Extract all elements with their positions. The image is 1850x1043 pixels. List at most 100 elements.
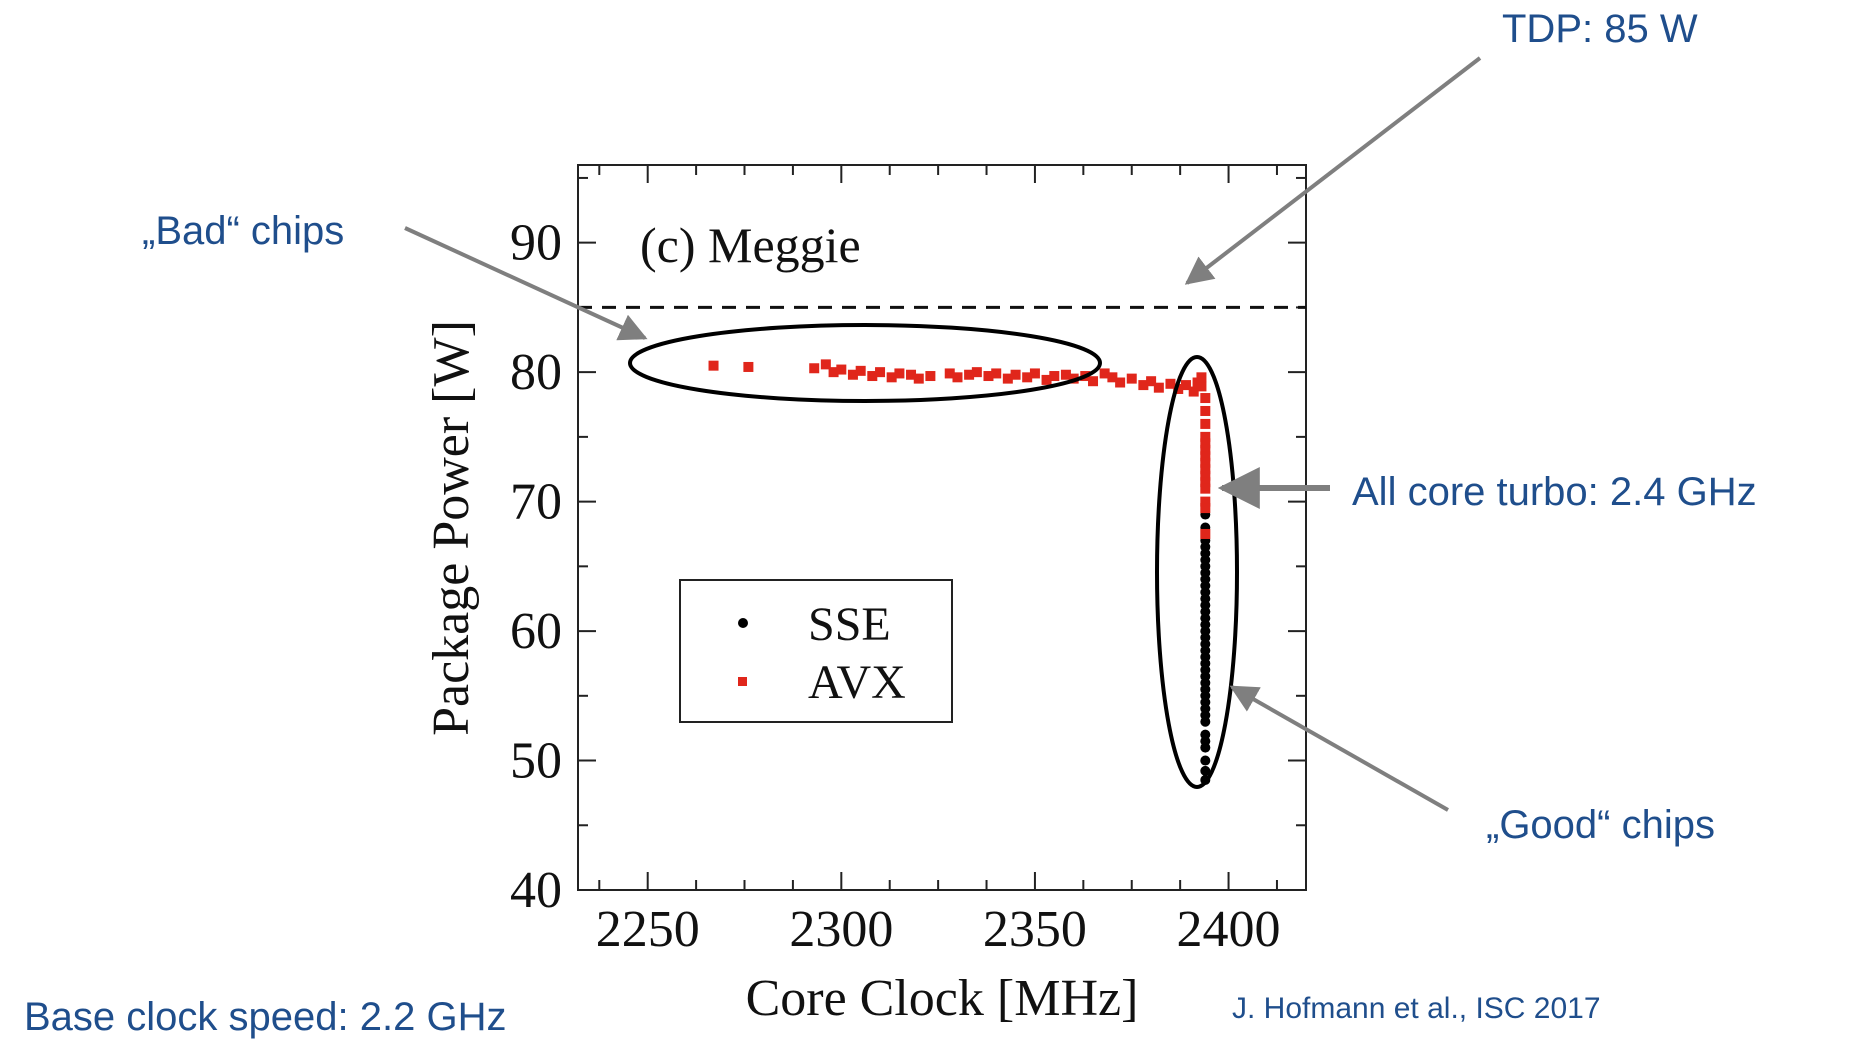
data-points <box>708 359 1211 785</box>
avx-point <box>952 372 963 383</box>
avx-point <box>1196 381 1207 392</box>
plot-frame <box>577 164 1307 891</box>
avx-point <box>1200 470 1211 481</box>
avx-point <box>1115 377 1126 388</box>
chart-title: (c) Meggie <box>640 217 861 273</box>
avx-point <box>1010 369 1021 380</box>
x-tick-labels: 2250 2300 2350 2400 <box>596 901 1281 958</box>
legend-label-sse: SSE <box>808 598 891 651</box>
bad-chips-annotation: „Bad“ chips <box>142 209 344 253</box>
avx-point <box>1200 444 1211 455</box>
y-axis-label: Package Power [W] <box>423 320 480 736</box>
avx-point <box>944 368 955 379</box>
avx-point <box>1200 438 1211 449</box>
avx-point <box>1107 372 1118 383</box>
base-clock-annotation: Base clock speed: 2.2 GHz <box>24 995 506 1039</box>
avx-point <box>1200 451 1211 462</box>
avx-point <box>1165 378 1176 389</box>
avx-point <box>1088 376 1099 387</box>
avx-point <box>1200 418 1211 429</box>
avx-point <box>1060 369 1071 380</box>
avx-point <box>1200 431 1211 442</box>
avx-point <box>1146 376 1157 387</box>
annotations: TDP: 85 W „Bad“ chips All core turbo: 2.… <box>24 7 1757 1039</box>
avx-point <box>1200 496 1211 507</box>
chart: 2250 2300 2350 2400 40 50 60 70 80 90 (c) Meggie… <box>423 164 1307 1027</box>
x-tick-label: 2300 <box>789 901 893 958</box>
series-avx <box>708 359 1211 539</box>
bad-chips-ellipse <box>628 323 1102 403</box>
avx-point <box>1200 483 1211 494</box>
avx-point <box>828 367 839 378</box>
avx-point <box>1200 405 1211 416</box>
avx-point <box>1173 383 1184 394</box>
avx-point <box>1200 464 1211 475</box>
citation: J. Hofmann et al., ISC 2017 <box>1232 992 1601 1025</box>
x-tick-label: 2350 <box>983 901 1087 958</box>
avx-point <box>983 371 994 382</box>
avx-point <box>875 367 886 378</box>
y-tick-label: 70 <box>510 474 562 531</box>
sse-point <box>1200 765 1211 776</box>
avx-point <box>1188 386 1199 397</box>
avx-point <box>894 368 905 379</box>
avx-point <box>906 369 917 380</box>
avx-point <box>1180 380 1191 391</box>
avx-point <box>820 359 831 370</box>
y-tick-label: 40 <box>510 862 562 919</box>
avx-point <box>836 364 847 375</box>
avx-point <box>971 367 982 378</box>
avx-point <box>708 360 719 371</box>
avx-point <box>743 361 754 372</box>
good-chips-ellipse <box>1155 355 1239 789</box>
axis-ticks <box>578 165 1306 891</box>
avx-point <box>1138 380 1149 391</box>
legend-label-avx: AVX <box>808 656 906 709</box>
series-sse <box>1200 509 1211 785</box>
legend-marker-sse <box>738 618 748 628</box>
tdp-arrow <box>1184 56 1482 285</box>
avx-point <box>1099 368 1110 379</box>
all-core-turbo-annotation: All core turbo: 2.4 GHz <box>1352 470 1757 514</box>
avx-point <box>991 368 1002 379</box>
bad-chips-arrow <box>404 226 648 341</box>
avx-point <box>809 363 820 374</box>
avx-point <box>1200 503 1211 514</box>
avx-point <box>855 365 866 376</box>
x-tick-label: 2400 <box>1177 901 1281 958</box>
avx-point <box>886 372 897 383</box>
avx-point <box>925 371 936 382</box>
avx-point <box>1200 393 1211 404</box>
sse-point <box>1200 755 1211 766</box>
avx-point <box>1126 373 1137 384</box>
avx-point <box>1200 457 1211 468</box>
avx-point <box>1049 371 1060 382</box>
tdp-annotation: TDP: 85 W <box>1502 7 1698 51</box>
annotation-arrows <box>404 56 1482 812</box>
legend: SSE AVX <box>679 579 953 723</box>
avx-point <box>1153 382 1164 393</box>
avx-point <box>1200 528 1211 539</box>
avx-point <box>1029 368 1040 379</box>
sse-point <box>1200 729 1211 740</box>
avx-point <box>913 373 924 384</box>
legend-box <box>679 579 953 723</box>
y-tick-label: 60 <box>510 603 562 660</box>
x-axis-label: Core Clock [MHz] <box>746 970 1139 1027</box>
avx-point <box>1002 373 1013 384</box>
avx-point <box>964 369 975 380</box>
y-tick-labels: 40 50 60 70 80 90 <box>510 215 562 919</box>
avx-point <box>867 371 878 382</box>
avx-point <box>1196 372 1207 383</box>
avx-point <box>1200 477 1211 488</box>
legend-marker-avx <box>738 677 747 686</box>
avx-point <box>1022 372 1033 383</box>
good-chips-arrow <box>1229 685 1449 812</box>
y-tick-label: 80 <box>510 344 562 401</box>
y-tick-label: 50 <box>510 733 562 790</box>
x-tick-label: 2250 <box>596 901 700 958</box>
good-chips-annotation: „Good“ chips <box>1486 803 1715 847</box>
y-tick-label: 90 <box>510 215 562 272</box>
avx-point <box>847 369 858 380</box>
